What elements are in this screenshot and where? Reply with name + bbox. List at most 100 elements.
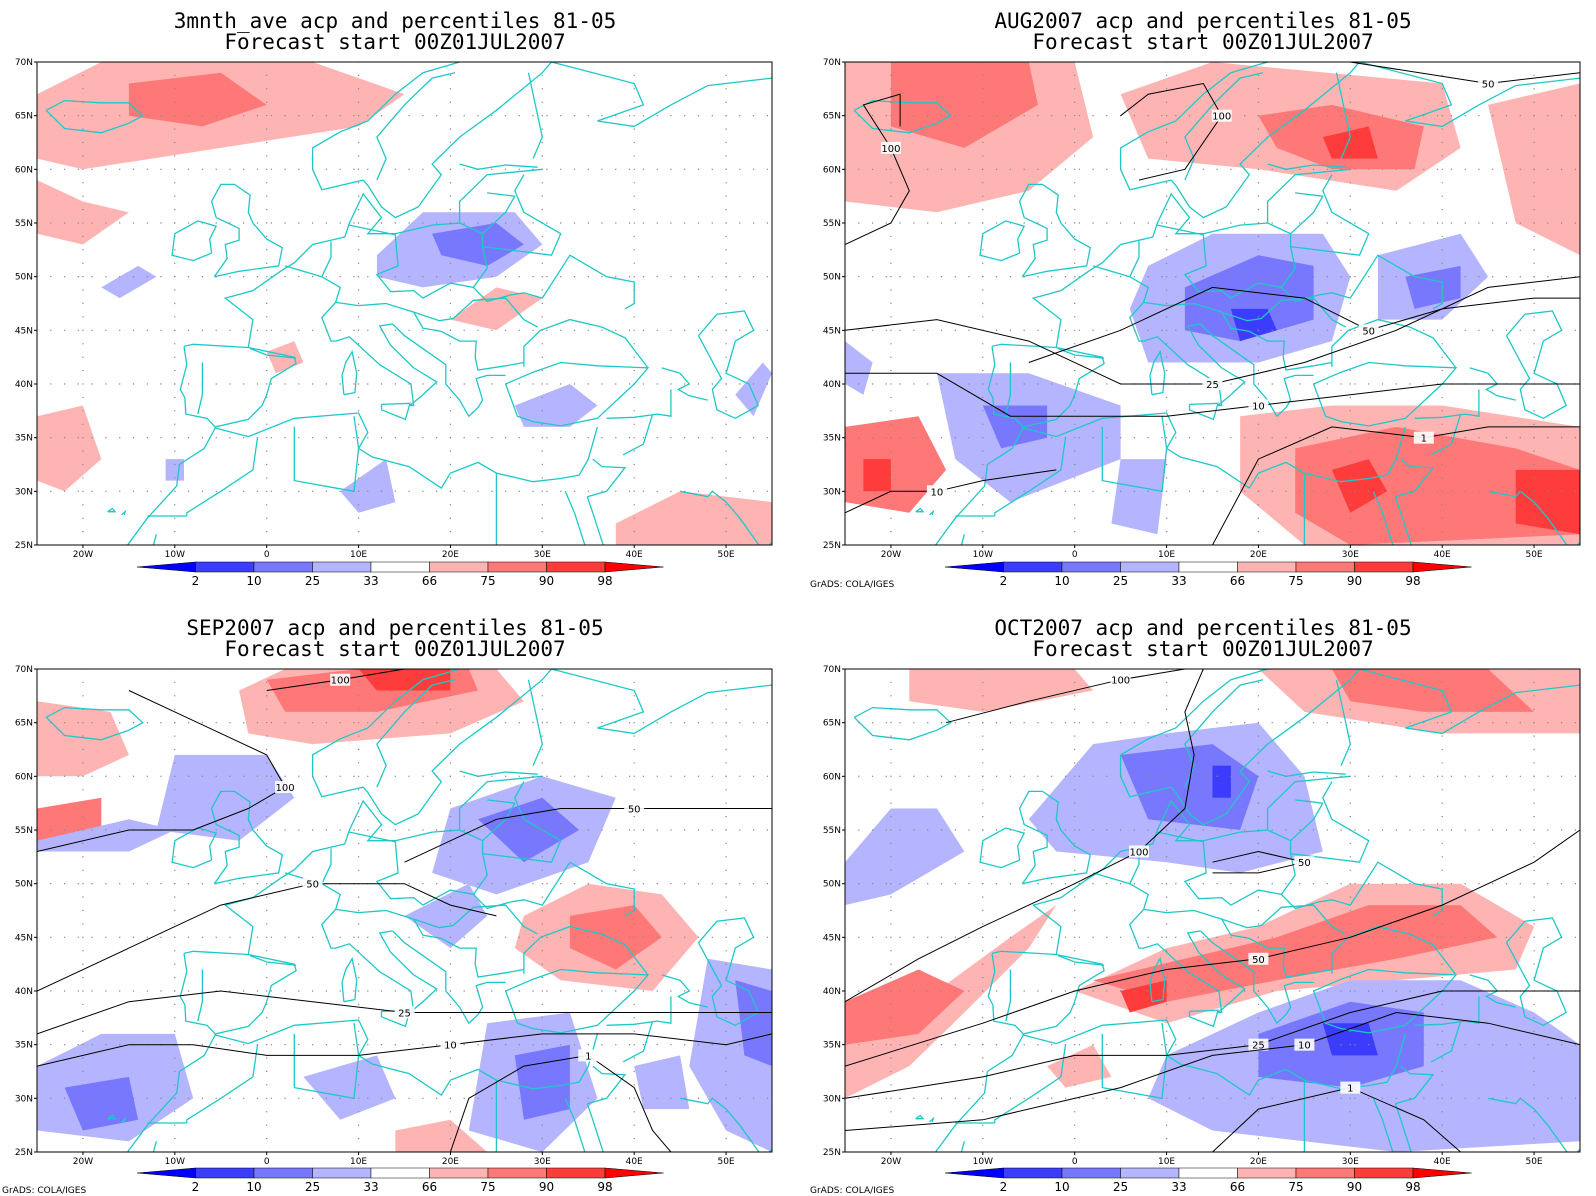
coastlines [853,62,1580,545]
coastline [223,168,543,348]
coastline [1057,954,1105,966]
coastline [711,490,772,545]
coastline [121,509,127,516]
colorbar-segment [1061,1167,1121,1179]
shaded-region-25 [478,797,580,863]
lat-tick-label: 40N [15,987,33,997]
coastline [527,72,543,159]
coastline [1031,168,1351,348]
colorbar-segment [1295,561,1355,573]
shaded-region-90 [1120,980,1167,1013]
lat-tick-label: 55N [823,219,841,229]
coastline [1161,416,1168,492]
coastline [1290,802,1324,842]
contour-line-10 [37,1033,772,1067]
coastline [564,1098,586,1152]
coastline [335,904,539,935]
lat-tick-label: 60N [15,772,33,782]
shaded-region-66 [37,180,129,245]
colorbar-segment [370,1167,430,1179]
coastlines [45,62,772,545]
shaded-region-75 [1331,669,1535,712]
contour-label: 50 [1482,79,1495,90]
panel-subtitle-3mnth: Forecast start 00Z01JUL2007 [224,30,565,54]
coastline [1331,925,1457,976]
colorbar-segment [429,561,489,573]
lat-tick-label: 30N [823,1094,841,1104]
shaded-region-66 [37,405,102,492]
colorbar-segment [1354,561,1414,573]
contour-label: 50 [306,880,319,891]
contour-label: 50 [1362,326,1375,337]
lat-tick-label: 25N [823,541,841,551]
lon-tick-label: 10E [1158,550,1175,560]
colorbar-segment [312,1167,372,1179]
lat-tick-label: 35N [15,434,33,444]
lon-tick-label: 0 [1072,550,1078,560]
colorbar-label: 2 [1000,574,1008,588]
panel-subtitle-oct: Forecast start 00Z01JUL2007 [1032,637,1373,661]
colorbar-label: 98 [597,574,612,588]
coastline [1295,192,1323,197]
coastline [1119,62,1361,219]
coastline [472,254,635,310]
colorbar-segment [136,1167,196,1179]
colorbar-segment [944,1167,1004,1179]
coastline [293,1033,355,1099]
coastline [1143,297,1347,328]
coastline [586,496,604,545]
map-panel-sep: SEP2007 acp and percentiles 81-05Forecas… [2,616,773,1196]
coastline [1184,679,1264,788]
lon-tick-label: 40E [626,1157,643,1167]
colorbar-label: 2 [192,574,200,588]
contour-line-100 [945,669,1185,724]
colorbar-segment [370,561,430,573]
coastline [853,99,952,134]
contour-label: 100 [881,144,900,155]
map-frame [36,668,773,1153]
coastline [587,1065,627,1105]
coastline [1143,930,1246,1014]
shaded-region-75 [1093,905,1498,1002]
coastline [1101,426,1163,492]
coastline [171,220,218,262]
contour-line-50 [404,808,772,863]
grid-dots [845,669,1577,1152]
lat-tick-label: 55N [823,826,841,836]
lat-tick-label: 70N [823,58,841,68]
lon-tick-label: 0 [1072,1157,1078,1167]
panel-title-3mnth: 3mnth_ave acp and percentiles 81-05 [174,9,617,33]
contour-line-10 [845,372,1580,417]
colorbar: 2 10 25 33 66 75 90 98 [944,561,1472,588]
coastline [1295,799,1323,804]
coastline [1487,490,1521,498]
coastline [413,311,525,371]
colorbar-label: 25 [1113,574,1128,588]
shaded-region-33 [1111,459,1167,535]
lon-tick-label: 10W [165,1157,185,1167]
colorbar-segment [1412,1167,1472,1179]
lat-tick-label: 40N [15,380,33,390]
coastline [1031,775,1351,955]
colorbar: 2 10 25 33 66 75 90 98 [944,1167,1472,1194]
shaded-region-25 [514,1044,570,1120]
colorbar-segment [1412,561,1472,573]
coastline [622,413,654,456]
colorbar-label: 10 [246,574,261,588]
coastline [321,241,332,277]
lat-tick-label: 35N [823,434,841,444]
colorbar-segment [1178,1167,1238,1179]
colorbar-label: 2 [1000,1180,1008,1194]
map-panel-oct: OCT2007 acp and percentiles 81-05Forecas… [810,616,1581,1196]
coastline [1394,496,1412,545]
colorbar-label: 90 [1347,574,1362,588]
coastline [551,669,772,735]
coastline [1280,254,1443,310]
coastline [1143,323,1246,407]
colorbar-segment [1061,561,1121,573]
lon-tick-label: 20W [881,550,901,560]
contour-label: 100 [331,676,350,687]
panel-title-aug: AUG2007 acp and percentiles 81-05 [994,9,1411,33]
grads-credit: GrADS: COLA/IGES [810,580,894,590]
contour-label: 1 [1347,1084,1353,1095]
